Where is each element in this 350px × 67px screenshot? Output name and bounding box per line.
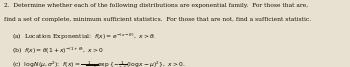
Text: (c)  $\log N(\mu, \sigma^2)$:  $f(x) = \frac{1}{x\sqrt{2\pi\sigma^2}}\exp\{-\fra: (c) $\log N(\mu, \sigma^2)$: $f(x) = \fr… bbox=[12, 59, 186, 67]
Text: (a)  Location Exponential:  $f(x) = e^{-(x-\theta)},\ x > \theta.$: (a) Location Exponential: $f(x) = e^{-(x… bbox=[12, 32, 156, 42]
Text: find a set of complete, minimum sufficient statistics.  For those that are not, : find a set of complete, minimum sufficie… bbox=[4, 17, 312, 22]
Text: (b)  $f(x) = \theta(1+x)^{-(1+\theta)},\ x > 0$: (b) $f(x) = \theta(1+x)^{-(1+\theta)},\ … bbox=[12, 46, 104, 56]
Text: 2.  Determine whether each of the following distributions are exponential family: 2. Determine whether each of the followi… bbox=[4, 3, 308, 8]
